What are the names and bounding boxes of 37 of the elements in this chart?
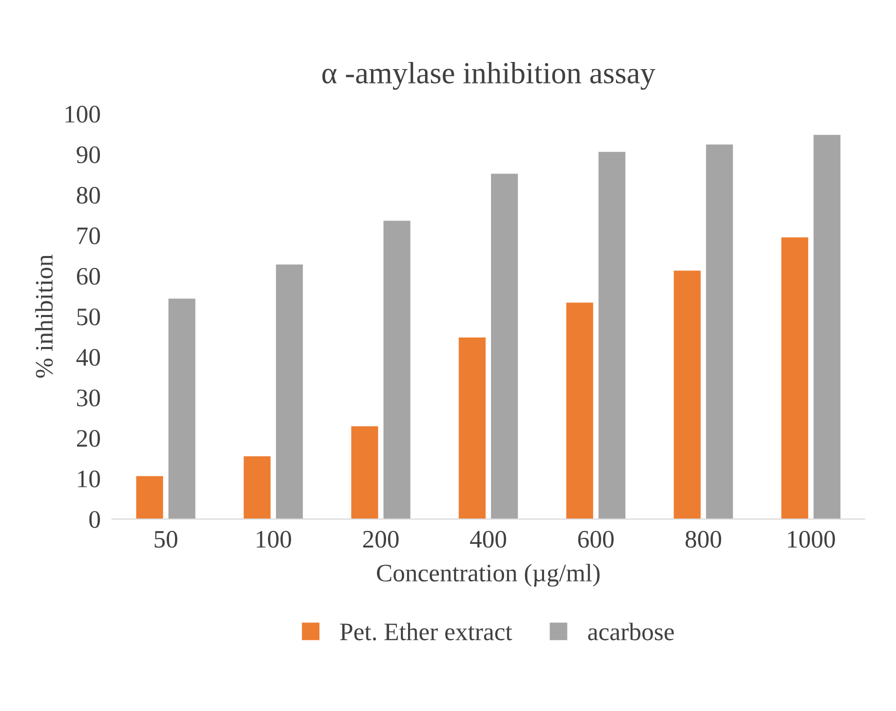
legend-label: acarbose xyxy=(588,622,674,640)
x-tick-label: 400 xyxy=(470,530,506,548)
y-tick-label: 80 xyxy=(76,186,100,204)
y-tick-label: 20 xyxy=(76,430,100,447)
chart-title: α -amylase inhibition assay xyxy=(322,62,656,90)
x-tick-label: 1000 xyxy=(788,530,835,548)
bar xyxy=(674,270,701,520)
y-tick-label: 60 xyxy=(76,268,100,285)
y-tick-label: 0 xyxy=(89,511,100,528)
bar xyxy=(706,144,733,520)
y-tick-label: 50 xyxy=(77,308,100,326)
bar xyxy=(566,302,594,520)
bar xyxy=(814,134,840,520)
bar xyxy=(383,220,410,520)
bar xyxy=(491,174,518,520)
x-tick-label: 50 xyxy=(154,530,178,548)
x-axis-title: Concentration (µg/ml) xyxy=(376,564,600,587)
bar xyxy=(598,152,626,520)
bar xyxy=(276,264,303,520)
bar xyxy=(168,298,196,520)
bar xyxy=(781,237,808,520)
y-tick-label: 70 xyxy=(78,227,100,244)
y-tick-label: 100 xyxy=(66,106,100,123)
x-tick-label: 600 xyxy=(578,530,614,548)
bar xyxy=(351,426,378,520)
y-tick-label: 90 xyxy=(76,146,100,164)
x-tick-label: 100 xyxy=(256,530,292,548)
bar xyxy=(458,337,486,520)
x-tick-label: 800 xyxy=(686,530,722,548)
y-axis-title: % inhibition xyxy=(35,254,53,378)
y-tick-label: 40 xyxy=(76,348,100,366)
y-tick-label: 10 xyxy=(78,470,100,488)
bar xyxy=(136,476,164,520)
x-tick-label: 200 xyxy=(363,530,399,548)
bar xyxy=(244,456,271,520)
legend-label: Pet. Ether extract xyxy=(340,622,512,640)
y-tick-label: 30 xyxy=(77,390,100,406)
